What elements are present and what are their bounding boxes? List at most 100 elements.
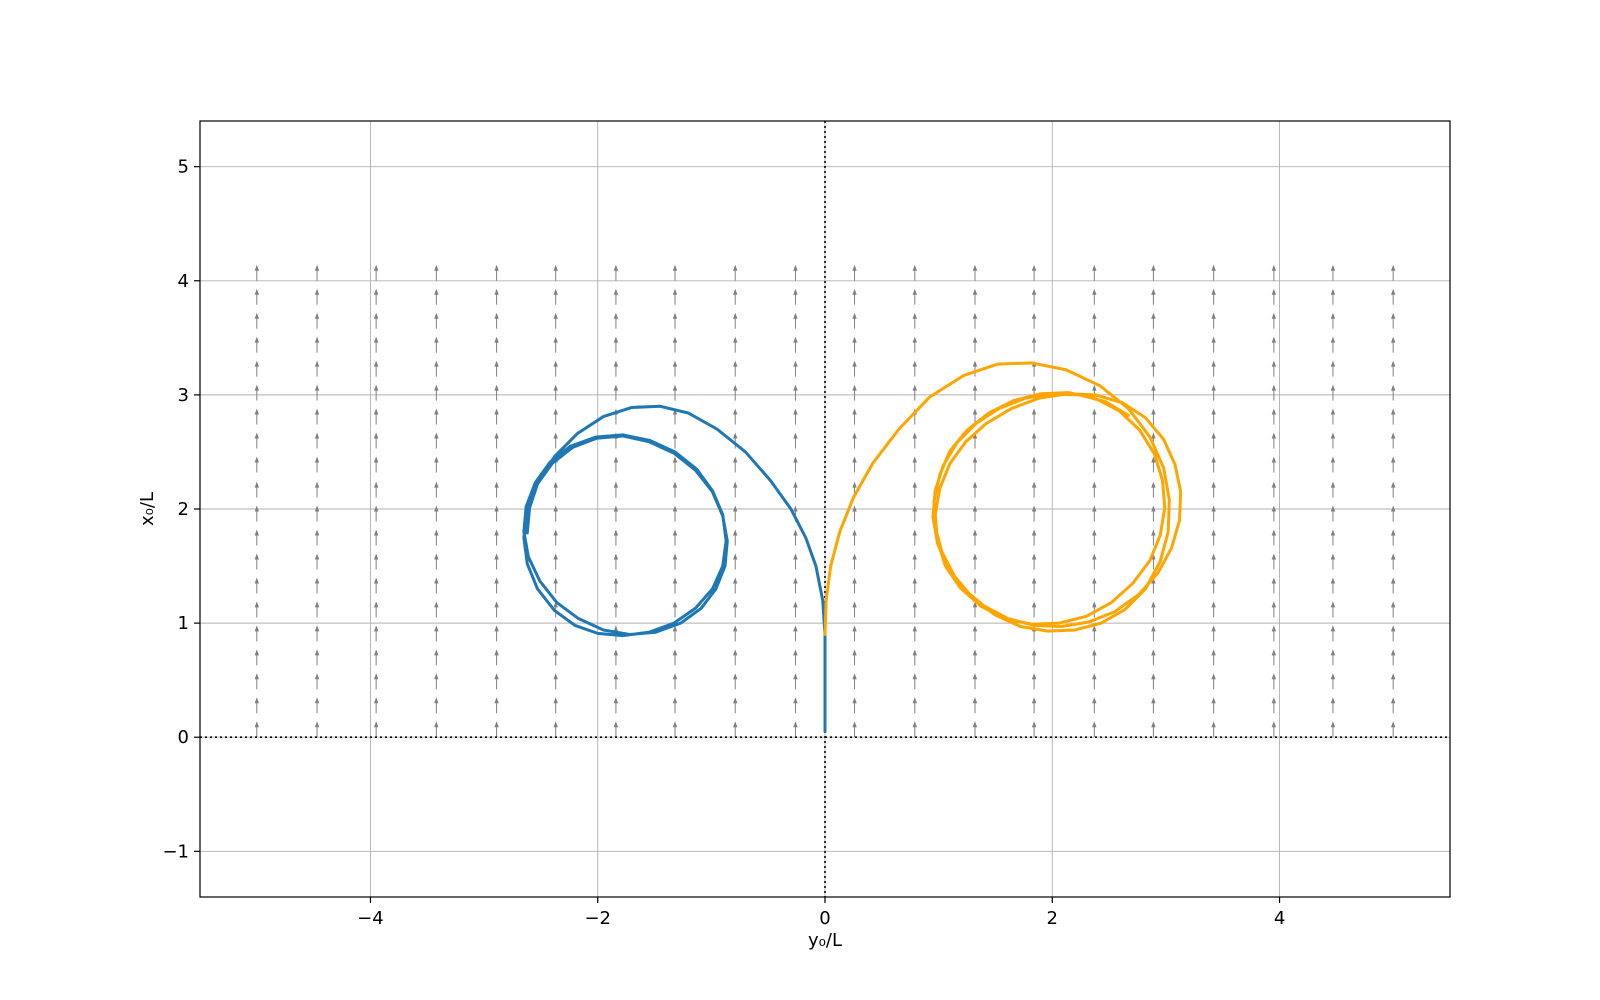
field-arrow-head (1211, 649, 1216, 656)
field-arrow-head (434, 264, 439, 271)
field-arrow-head (553, 625, 558, 632)
field-arrow-head (254, 312, 260, 319)
field-arrow-head (852, 288, 857, 295)
field-arrow-head (314, 625, 320, 632)
field-arrow-head (254, 649, 260, 656)
field-arrow-head (613, 673, 619, 680)
y-tick-label: 2 (178, 499, 189, 520)
y-axis-ticks: −1 0 1 2 3 4 5 (162, 157, 200, 862)
field-arrow-head (1211, 577, 1216, 584)
field-arrow-head (373, 312, 379, 319)
field-arrow-head (1211, 697, 1216, 704)
field-arrow-head (1092, 360, 1097, 367)
field-arrow-head (373, 697, 379, 704)
field-arrow-head (1271, 408, 1277, 415)
field-arrow-head (314, 456, 320, 463)
field-arrow-head (613, 288, 619, 295)
field-arrow-head (852, 456, 857, 463)
field-arrow-head (852, 505, 857, 512)
field-arrow-head (852, 577, 857, 584)
x-axis-ticks: −4 −2 0 2 4 (357, 897, 1285, 929)
field-arrow-head (1151, 577, 1156, 584)
field-arrow-head (434, 312, 439, 319)
field-arrow-head (972, 505, 978, 512)
field-arrow-head (972, 649, 978, 656)
field-arrow-head (1330, 408, 1336, 415)
field-arrow-head (972, 577, 978, 584)
field-arrow-head (1390, 312, 1396, 319)
field-arrow-head (912, 481, 917, 488)
field-arrow-head (1151, 336, 1156, 343)
field-arrow-head (1151, 456, 1156, 463)
field-arrow-head (1211, 384, 1216, 391)
field-arrow-head (434, 577, 439, 584)
field-arrow-head (1092, 481, 1097, 488)
field-arrow-head (793, 697, 798, 704)
field-arrow-head (912, 384, 917, 391)
field-arrow-head (1390, 577, 1396, 584)
field-arrow-head (672, 649, 678, 656)
field-arrow-head (1271, 336, 1277, 343)
field-arrow-head (1031, 336, 1037, 343)
field-arrow-head (672, 577, 678, 584)
field-arrow-head (1092, 384, 1097, 391)
field-arrow-head (852, 625, 857, 632)
field-arrow-head (1390, 384, 1396, 391)
field-arrow-head (1031, 505, 1037, 512)
field-arrow-head (972, 264, 978, 271)
field-arrow-head (793, 264, 798, 271)
field-arrow-head (1330, 360, 1336, 367)
field-arrow-head (254, 625, 260, 632)
field-arrow-head (553, 673, 558, 680)
field-arrow-head (254, 432, 260, 439)
field-arrow-head (1390, 721, 1396, 728)
field-arrow-head (852, 336, 857, 343)
field-arrow-head (733, 384, 738, 391)
field-arrow-head (373, 264, 379, 271)
field-arrow-head (1151, 697, 1156, 704)
reference-lines (200, 121, 1450, 897)
field-arrow-head (912, 312, 917, 319)
field-arrow-head (613, 577, 619, 584)
field-arrow-head (553, 312, 558, 319)
field-arrow-head (672, 601, 678, 608)
field-arrow-head (613, 625, 619, 632)
field-arrow-head (254, 601, 260, 608)
field-arrow-head (1330, 649, 1336, 656)
field-arrow-head (434, 481, 439, 488)
field-arrow-head (314, 529, 320, 536)
field-arrow-head (1390, 288, 1396, 295)
field-arrow-head (852, 529, 857, 536)
field-arrow-head (1330, 721, 1336, 728)
field-arrow-head (1211, 336, 1216, 343)
field-arrow-head (672, 721, 678, 728)
x-tick-label: −4 (357, 908, 384, 929)
field-arrow-head (1271, 432, 1277, 439)
field-arrow-head (494, 312, 499, 319)
field-arrow-head (912, 577, 917, 584)
field-arrow-head (254, 529, 260, 536)
trajectory-blue (522, 404, 827, 734)
field-arrow-head (494, 697, 499, 704)
field-arrow-head (1390, 336, 1396, 343)
field-arrow-head (912, 336, 917, 343)
field-arrow-head (852, 601, 857, 608)
field-arrow-head (672, 505, 678, 512)
field-arrow-head (1330, 697, 1336, 704)
field-arrow-head (1271, 601, 1277, 608)
field-arrow-head (434, 649, 439, 656)
field-arrow-head (434, 553, 439, 560)
field-arrow-head (1151, 408, 1156, 415)
field-arrow-head (972, 408, 978, 415)
field-arrow-head (553, 505, 558, 512)
field-arrow-head (972, 288, 978, 295)
field-arrow-head (1390, 505, 1396, 512)
field-arrow-head (1092, 529, 1097, 536)
field-arrow-head (1031, 577, 1037, 584)
field-arrow-head (912, 529, 917, 536)
field-arrow-head (912, 673, 917, 680)
field-arrow-head (553, 697, 558, 704)
field-arrow-head (254, 336, 260, 343)
field-arrow-head (1031, 312, 1037, 319)
field-arrow-head (972, 697, 978, 704)
